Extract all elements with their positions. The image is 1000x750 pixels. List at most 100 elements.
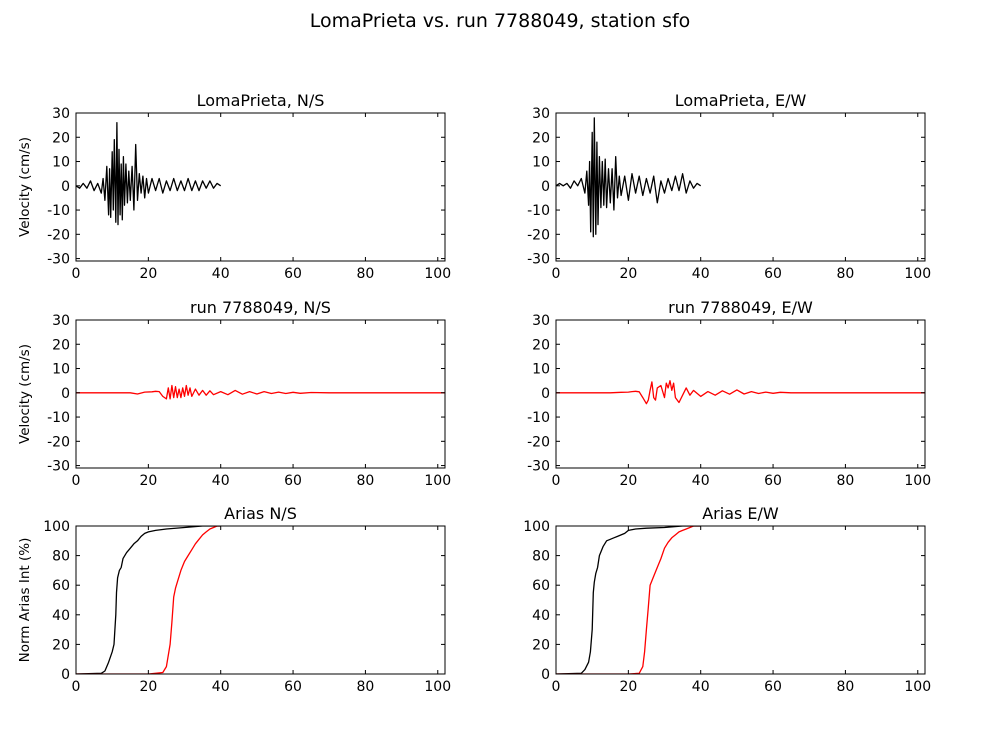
series-line-4-1 (76, 526, 221, 674)
y-tick-label: 10 (52, 362, 70, 378)
y-tick-label: 30 (532, 313, 550, 329)
y-tick-label: 80 (532, 549, 550, 565)
series-line-5-1 (556, 526, 701, 674)
x-tick-label: 40 (212, 473, 230, 489)
panel-title: run 7788049, E/W (668, 298, 813, 317)
x-tick-label: 40 (212, 266, 230, 282)
x-tick-label: 20 (619, 473, 637, 489)
series-line-3-0 (556, 380, 925, 405)
x-tick-label: 20 (139, 473, 157, 489)
panel-title: LomaPrieta, N/S (197, 91, 325, 110)
y-tick-label: 20 (52, 337, 70, 353)
x-tick-label: 60 (764, 266, 782, 282)
figure-title: LomaPrieta vs. run 7788049, station sfo (309, 10, 691, 32)
y-tick-label: 0 (541, 667, 550, 683)
x-tick-label: 100 (424, 266, 451, 282)
axes-frame-4 (75, 525, 446, 675)
y-tick-label: 10 (52, 155, 70, 171)
x-tick-label: 0 (552, 266, 561, 282)
y-tick-label: -10 (527, 410, 550, 426)
y-tick-label: -10 (47, 410, 70, 426)
x-tick-label: 40 (212, 679, 230, 695)
x-tick-label: 20 (619, 679, 637, 695)
y-axis-label: Velocity (cm/s) (17, 137, 33, 237)
y-tick-label: 100 (43, 519, 70, 535)
panel-title: Arias E/W (702, 504, 779, 523)
axes-frame-2 (75, 319, 446, 469)
x-tick-label: 100 (904, 679, 931, 695)
axes-frame-5 (555, 525, 926, 675)
y-tick-label: -20 (47, 227, 70, 243)
x-tick-label: 60 (284, 473, 302, 489)
x-tick-label: 0 (552, 473, 561, 489)
series-line-1-0 (556, 117, 702, 238)
y-tick-label: -30 (527, 252, 550, 268)
y-tick-label: 10 (532, 362, 550, 378)
axes-frame-1 (555, 112, 926, 262)
x-tick-label: 80 (836, 266, 854, 282)
x-tick-label: 60 (764, 679, 782, 695)
x-tick-label: 0 (552, 679, 561, 695)
y-tick-label: 20 (532, 637, 550, 653)
y-tick-label: -30 (527, 459, 550, 475)
y-tick-label: 20 (52, 130, 70, 146)
x-tick-label: 80 (356, 679, 374, 695)
y-axis-label: Norm Arias Int (%) (17, 538, 33, 663)
axes-frame-3 (555, 319, 926, 469)
panel-title: Arias N/S (224, 504, 297, 523)
series-line-2-0 (76, 384, 445, 400)
y-tick-label: 40 (52, 608, 70, 624)
y-tick-label: 30 (52, 106, 70, 122)
x-tick-label: 0 (72, 266, 81, 282)
y-tick-label: -10 (47, 203, 70, 219)
x-tick-label: 0 (72, 679, 81, 695)
x-tick-label: 20 (619, 266, 637, 282)
y-tick-label: -20 (527, 227, 550, 243)
axes-frame-0 (75, 112, 446, 262)
x-tick-label: 100 (424, 473, 451, 489)
y-tick-label: -10 (527, 203, 550, 219)
y-tick-label: 30 (532, 106, 550, 122)
y-tick-label: 10 (532, 155, 550, 171)
x-tick-label: 20 (139, 266, 157, 282)
x-tick-label: 40 (692, 266, 710, 282)
y-tick-label: 0 (61, 179, 70, 195)
y-tick-label: 20 (532, 337, 550, 353)
series-line-0-0 (76, 122, 222, 226)
y-tick-label: -20 (527, 434, 550, 450)
y-tick-label: -20 (47, 434, 70, 450)
x-tick-label: 20 (139, 679, 157, 695)
y-tick-label: -30 (47, 252, 70, 268)
y-tick-label: 0 (541, 179, 550, 195)
y-tick-label: 0 (541, 386, 550, 402)
y-tick-label: 20 (532, 130, 550, 146)
x-tick-label: 60 (284, 679, 302, 695)
x-tick-label: 80 (836, 473, 854, 489)
x-tick-label: 100 (904, 266, 931, 282)
y-tick-label: 40 (532, 608, 550, 624)
x-tick-label: 80 (356, 473, 374, 489)
y-tick-label: 60 (52, 578, 70, 594)
y-tick-label: 0 (61, 386, 70, 402)
x-tick-label: 40 (692, 679, 710, 695)
x-tick-label: 60 (764, 473, 782, 489)
panel-title: run 7788049, N/S (190, 298, 331, 317)
y-tick-label: 30 (52, 313, 70, 329)
series-line-4-0 (76, 526, 221, 674)
x-tick-label: 80 (836, 679, 854, 695)
y-axis-label: Velocity (cm/s) (17, 344, 33, 444)
x-tick-label: 100 (904, 473, 931, 489)
x-tick-label: 80 (356, 266, 374, 282)
y-tick-label: 100 (523, 519, 550, 535)
panel-title: LomaPrieta, E/W (675, 91, 807, 110)
y-tick-label: -30 (47, 459, 70, 475)
y-tick-label: 80 (52, 549, 70, 565)
y-tick-label: 60 (532, 578, 550, 594)
x-tick-label: 0 (72, 473, 81, 489)
x-tick-label: 60 (284, 266, 302, 282)
series-line-5-0 (556, 526, 701, 674)
y-tick-label: 20 (52, 637, 70, 653)
y-tick-label: 0 (61, 667, 70, 683)
x-tick-label: 100 (424, 679, 451, 695)
